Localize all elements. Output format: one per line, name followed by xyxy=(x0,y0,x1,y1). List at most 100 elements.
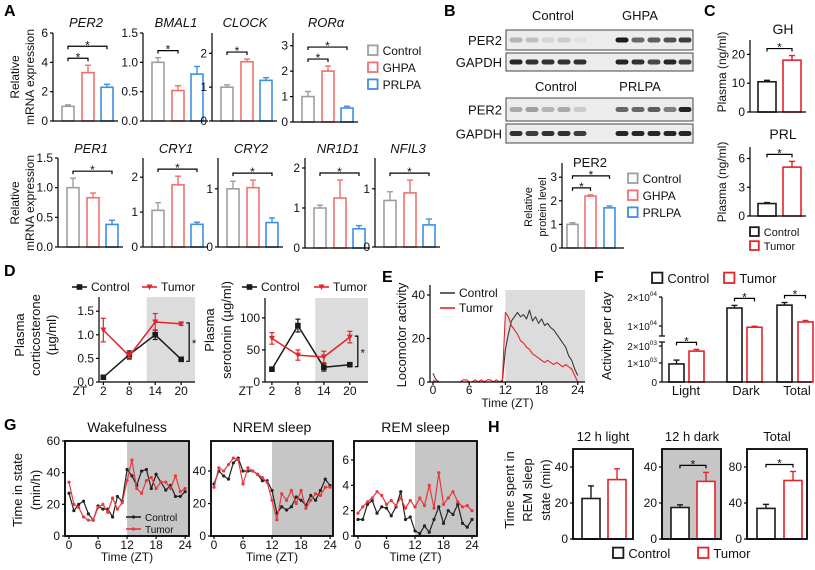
blot-row-label: PER2 xyxy=(468,33,502,48)
chart-title: REM sleep xyxy=(381,419,450,435)
blot-band xyxy=(631,131,645,136)
legend-item-control: Control xyxy=(242,280,300,294)
y-axis-label: Activity per day xyxy=(599,291,614,380)
data-point xyxy=(318,493,323,498)
bar xyxy=(151,209,165,248)
y-tick-label: 50 xyxy=(247,343,261,357)
data-point xyxy=(294,501,298,506)
data-point xyxy=(212,485,216,489)
y-tick-label: 20 xyxy=(193,497,207,511)
y-tick-label: 40 xyxy=(729,496,743,510)
x-tick-label: 20 xyxy=(343,384,357,398)
chart-a-clock: 0 1 2 CLOCK * xyxy=(200,15,277,128)
blot-band xyxy=(678,131,692,136)
data-point xyxy=(265,480,269,485)
chart-c-gh: 0 10 20 GH * Plasma (ng/ml) xyxy=(715,21,806,119)
blot-band xyxy=(615,131,629,136)
legend-label: Tumor xyxy=(333,280,367,294)
data-point xyxy=(323,485,327,489)
data-point xyxy=(451,490,455,494)
y-axis-label: Relative xyxy=(523,187,535,227)
chart-title: BMAL1 xyxy=(155,15,198,30)
significance-bracket xyxy=(571,175,611,179)
chart-title: GH xyxy=(773,21,794,37)
y-tick-label: 3 xyxy=(738,180,745,194)
data-point xyxy=(320,354,327,360)
y-tick-label: 20 xyxy=(47,497,61,511)
data-point xyxy=(81,515,86,519)
y-tick-label: 0 xyxy=(293,241,300,255)
x-tick-label: 0 xyxy=(430,383,437,397)
bar xyxy=(603,207,616,249)
data-point xyxy=(173,494,178,499)
data-point xyxy=(470,509,474,513)
legend-label: Tumor xyxy=(459,301,493,315)
bar xyxy=(81,71,95,122)
y-tick-label: 1 xyxy=(550,217,557,231)
data-point xyxy=(437,505,441,509)
data-point xyxy=(183,486,187,491)
data-point xyxy=(231,456,235,460)
chart-h-light: 0 20 40 12 h light Time spent in REM sleep sta… xyxy=(502,429,634,546)
panel-label-c: C xyxy=(704,3,716,20)
blot-band xyxy=(573,37,587,43)
y-axis-label: Locomotor activity xyxy=(394,282,409,387)
legend-label: Tumor xyxy=(145,525,174,536)
data-point xyxy=(394,504,398,508)
data-point xyxy=(465,504,469,508)
y-tick-label: 1.0 xyxy=(121,55,138,69)
y-tick-label: 0 xyxy=(651,378,657,389)
y-tick-label: 10 xyxy=(732,76,746,90)
chart-h-dark: 0 20 40 12 h dark * xyxy=(644,429,722,546)
y-tick-label: 20 xyxy=(732,47,746,61)
y-tick-label: 0 xyxy=(53,529,60,543)
x-category-label: Total xyxy=(783,383,811,398)
significance-bracket xyxy=(766,153,793,158)
x-axis-label: Time (ZT) xyxy=(481,396,533,410)
chart-f-activity: 0 1×1003 2×1003 1×1004 2×1004 Light Dark Total *… xyxy=(599,271,814,398)
x-tick-label: 6 xyxy=(95,538,102,552)
significance-star: * xyxy=(579,180,584,194)
data-point xyxy=(260,479,264,483)
data-point xyxy=(270,498,274,502)
data-point xyxy=(77,502,81,506)
y-tick-label: 0 xyxy=(41,114,48,128)
x-tick-label: 12 xyxy=(499,383,513,397)
blot-row-label: GAPDH xyxy=(456,127,502,142)
y-tick-label: 2×1003 xyxy=(627,340,657,353)
significance-star: * xyxy=(85,38,90,52)
data-point xyxy=(380,505,384,509)
y-tick-label: 0 xyxy=(735,532,742,546)
legend-swatch xyxy=(367,78,379,90)
data-point xyxy=(96,505,100,510)
bar xyxy=(171,184,185,248)
panel-label-h: H xyxy=(488,419,500,436)
blot-band xyxy=(647,37,661,43)
blot-band xyxy=(557,37,571,43)
series-tumor xyxy=(67,458,187,522)
chart-title: NR1D1 xyxy=(317,141,360,156)
x-tick-label: 18 xyxy=(149,538,163,552)
data-point xyxy=(361,517,365,522)
data-point xyxy=(451,512,455,517)
dark-phase-shading xyxy=(415,441,477,536)
significance-star: * xyxy=(90,163,95,177)
legend-item-tumor: Tumor xyxy=(723,271,777,286)
y-tick-label: 80 xyxy=(729,460,743,474)
significance-star: * xyxy=(337,165,342,179)
data-point xyxy=(217,466,221,470)
y-tick-label: 1.0 xyxy=(36,181,53,195)
data-point xyxy=(347,361,353,368)
blot-band xyxy=(541,107,555,112)
data-point xyxy=(125,478,129,483)
data-point xyxy=(268,335,275,342)
y-tick-label: 40 xyxy=(644,460,658,474)
data-point xyxy=(299,498,303,502)
data-point xyxy=(164,480,168,484)
data-point xyxy=(126,353,133,360)
data-point xyxy=(81,499,86,503)
y-axis-label: Plasma xyxy=(202,308,217,352)
x-tick-label: 24 xyxy=(465,538,479,552)
bar xyxy=(566,223,579,249)
